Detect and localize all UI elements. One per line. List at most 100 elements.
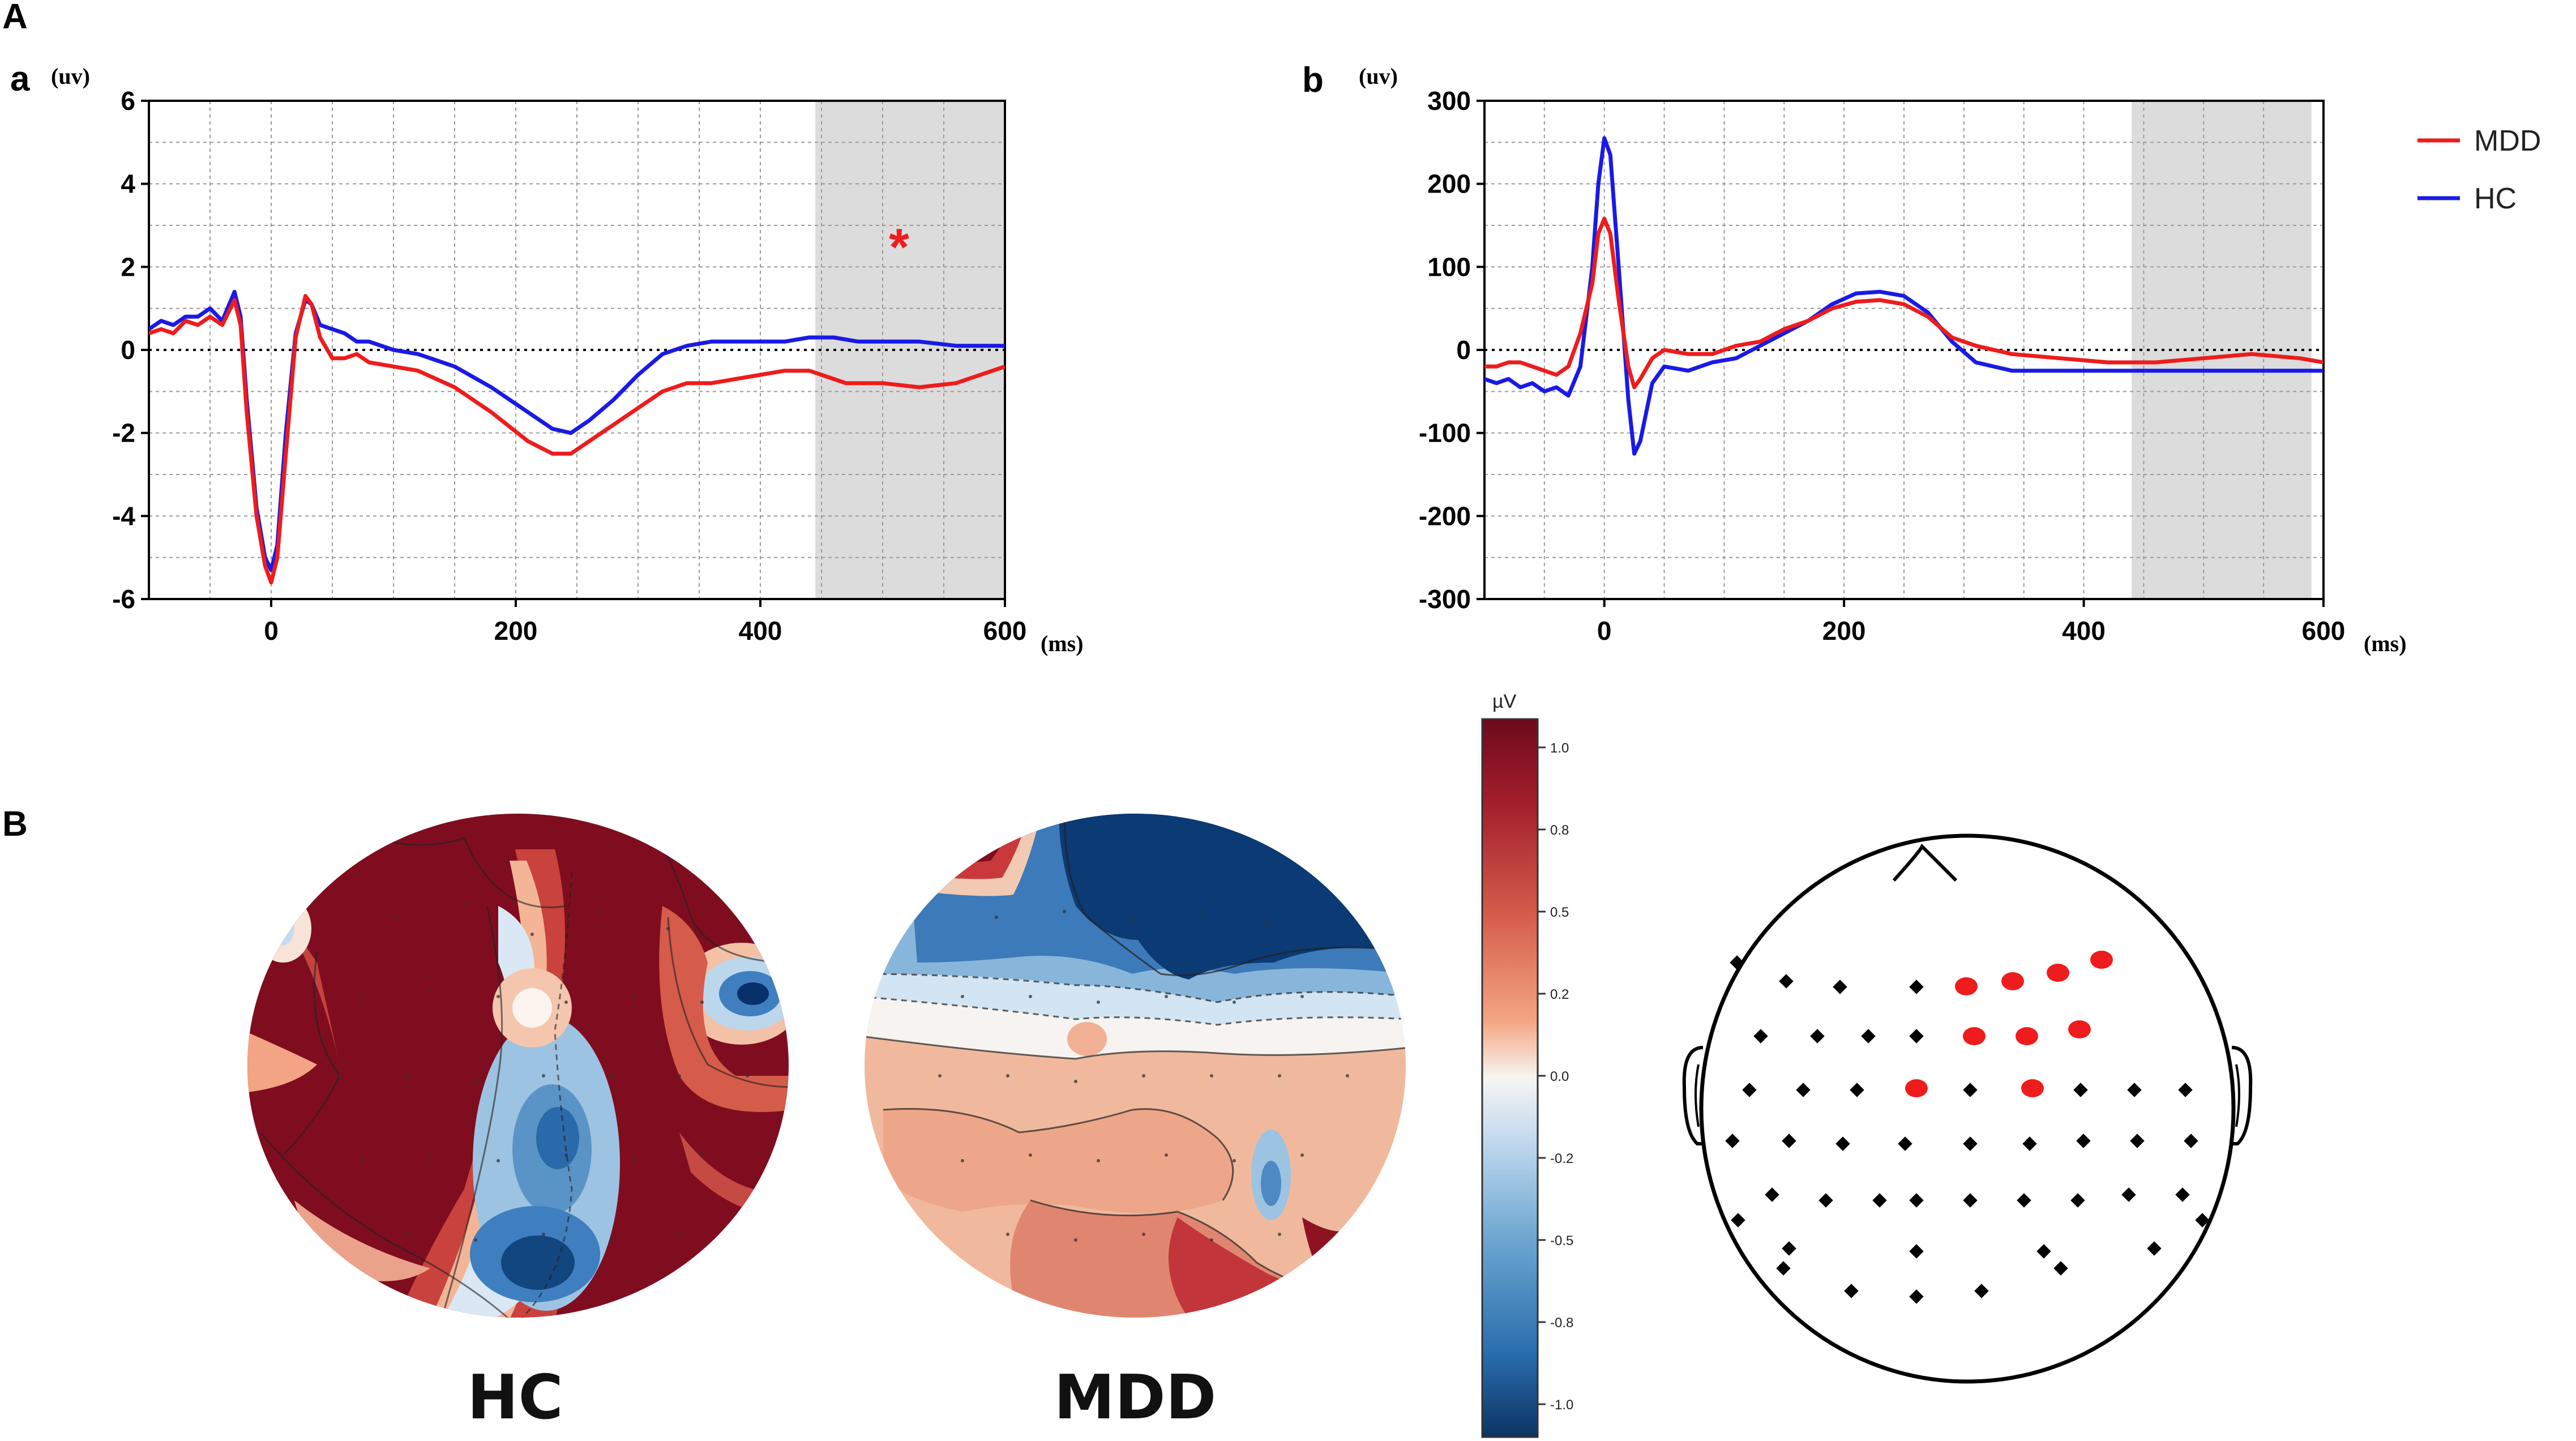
chart-a-ytick-label: 6 bbox=[121, 86, 135, 116]
electrode bbox=[1963, 1083, 1978, 1097]
electrode bbox=[1844, 1284, 1859, 1298]
electrode bbox=[1796, 1083, 1811, 1097]
colorbar-tick-label: 0.8 bbox=[1550, 823, 1569, 838]
chart-a-xtick-label: 400 bbox=[739, 616, 782, 645]
topomap-hc-title: HC bbox=[467, 1362, 563, 1433]
panel-label-B: B bbox=[2, 805, 28, 844]
chart-a-ytick-label: -4 bbox=[112, 501, 135, 531]
colorbar-tick-label: 0.2 bbox=[1550, 987, 1569, 1002]
legend-label-mdd: MDD bbox=[2474, 125, 2541, 157]
electrode bbox=[1776, 1261, 1791, 1276]
colorbar-tick-label: -1.0 bbox=[1550, 1397, 1573, 1413]
electrode bbox=[1833, 980, 1847, 994]
electrode bbox=[2130, 1134, 2145, 1148]
electrode bbox=[1818, 1193, 1833, 1208]
electrode bbox=[1861, 1029, 1876, 1044]
chart-b-xtick-label: 400 bbox=[2062, 616, 2106, 645]
chart-a-ytick-label: -6 bbox=[112, 584, 135, 614]
electrode-map bbox=[1682, 833, 2253, 1384]
electrode bbox=[1909, 1244, 1924, 1259]
electrode bbox=[1909, 980, 1924, 994]
electrode bbox=[1872, 1193, 1887, 1208]
chart-a-shaded-window bbox=[815, 101, 1005, 599]
electrode bbox=[2073, 1083, 2088, 1097]
chart-b-xtick-label: 0 bbox=[1597, 616, 1612, 645]
chart-b-ytick-label: -300 bbox=[1419, 584, 1471, 614]
chart-a-xtick-label: 200 bbox=[494, 616, 538, 645]
chart-b-ytick-label: 0 bbox=[1456, 335, 1471, 365]
electrode bbox=[2195, 1213, 2210, 1228]
chart-b-ytick-label: -200 bbox=[1419, 501, 1471, 531]
chart-b-series-hc bbox=[1484, 136, 2323, 456]
electrode bbox=[1731, 1213, 1745, 1228]
electrode bbox=[2178, 1083, 2193, 1097]
electrode bbox=[1765, 1187, 1779, 1202]
legend: MDD HC bbox=[2417, 125, 2541, 215]
chart-a-series-hc bbox=[149, 289, 1005, 572]
electrodes bbox=[1725, 951, 2210, 1304]
electrode bbox=[2017, 1193, 2031, 1208]
electrode-highlighted bbox=[2021, 1079, 2044, 1097]
chart-b-xtick-label: 200 bbox=[1822, 616, 1866, 645]
chart-a-series-mdd bbox=[149, 294, 1005, 585]
chart-a-ytick-label: -2 bbox=[112, 418, 135, 448]
electrode bbox=[2175, 1187, 2190, 1202]
electrode bbox=[2053, 1261, 2068, 1276]
nose-icon bbox=[1892, 843, 1958, 882]
electrode bbox=[2022, 1136, 2037, 1151]
electrode bbox=[1753, 1029, 1768, 1044]
electrode bbox=[1810, 1029, 1825, 1044]
colorbar-tick-label: 0.5 bbox=[1550, 905, 1569, 920]
topomap-hc: HC bbox=[247, 814, 789, 1433]
chart-a-ytick-label: 0 bbox=[121, 335, 135, 365]
electrode bbox=[1850, 1083, 1864, 1097]
electrode bbox=[1835, 1136, 1850, 1151]
chart-b-ytick-label: 300 bbox=[1427, 86, 1471, 116]
electrode-highlighted bbox=[2068, 1020, 2091, 1038]
chart-a-xtick-label: 600 bbox=[983, 616, 1027, 645]
electrode-highlighted bbox=[1963, 1027, 1986, 1045]
left-ear-icon bbox=[1682, 1046, 1704, 1145]
panel-label-A: A bbox=[2, 0, 28, 36]
colorbar-tick-label: -0.5 bbox=[1550, 1233, 1573, 1248]
electrode bbox=[2076, 1134, 2091, 1148]
electrode bbox=[2121, 1187, 2136, 1202]
electrode bbox=[1782, 1241, 1796, 1256]
electrode bbox=[1898, 1136, 1912, 1151]
electrode bbox=[1974, 1284, 1989, 1298]
colorbar-tick-label: -0.8 bbox=[1550, 1315, 1573, 1331]
electrode-highlighted bbox=[2016, 1027, 2038, 1045]
colorbar-tick-label: 1.0 bbox=[1550, 741, 1569, 756]
electrode-highlighted bbox=[1955, 977, 1978, 995]
electrode bbox=[1725, 1134, 1740, 1148]
electrode bbox=[2184, 1134, 2198, 1148]
electrode bbox=[2036, 1244, 2051, 1259]
electrode bbox=[1779, 974, 1794, 989]
colorbar-ticks: 1.0 0.8 0.5 0.2 0.0 -0.2 -0.5 -0.8 -1.0 bbox=[1538, 741, 1573, 1413]
head-outline bbox=[1699, 833, 2236, 1384]
electrode-highlighted bbox=[2090, 951, 2113, 969]
electrode bbox=[2147, 1241, 2162, 1256]
colorbar-unit: µV bbox=[1492, 691, 1517, 712]
chart-b-ytick-label: -100 bbox=[1419, 418, 1471, 448]
chart-a-ytick-label: 4 bbox=[121, 169, 135, 199]
right-ear-inner bbox=[2235, 1064, 2240, 1127]
chart-b-xtick-label: 600 bbox=[2302, 616, 2346, 645]
electrode-highlighted bbox=[1905, 1079, 1928, 1097]
panel-label-a: a bbox=[10, 59, 30, 99]
colorbar: µV 1.0 0.8 0.5 0.2 0.0 -0.2 -0.5 -0.8 -1.0 bbox=[1481, 691, 1573, 1438]
colorbar-tick-label: 0.0 bbox=[1550, 1069, 1569, 1084]
electrode bbox=[1782, 1134, 1796, 1148]
electrode-highlighted bbox=[2001, 972, 2024, 990]
topomap-mdd: MDD bbox=[865, 814, 1406, 1433]
colorbar-gradient bbox=[1481, 718, 1539, 1438]
significance-asterisk: * bbox=[889, 219, 909, 276]
right-ear-icon bbox=[2231, 1046, 2253, 1145]
chart-b-ytick-label: 200 bbox=[1427, 169, 1471, 199]
electrode bbox=[1909, 1193, 1924, 1208]
chart-b-ytick-label: 100 bbox=[1427, 252, 1471, 281]
electrode bbox=[1963, 1193, 1978, 1208]
colorbar-tick-label: -0.2 bbox=[1550, 1151, 1573, 1166]
electrode bbox=[2127, 1083, 2142, 1097]
